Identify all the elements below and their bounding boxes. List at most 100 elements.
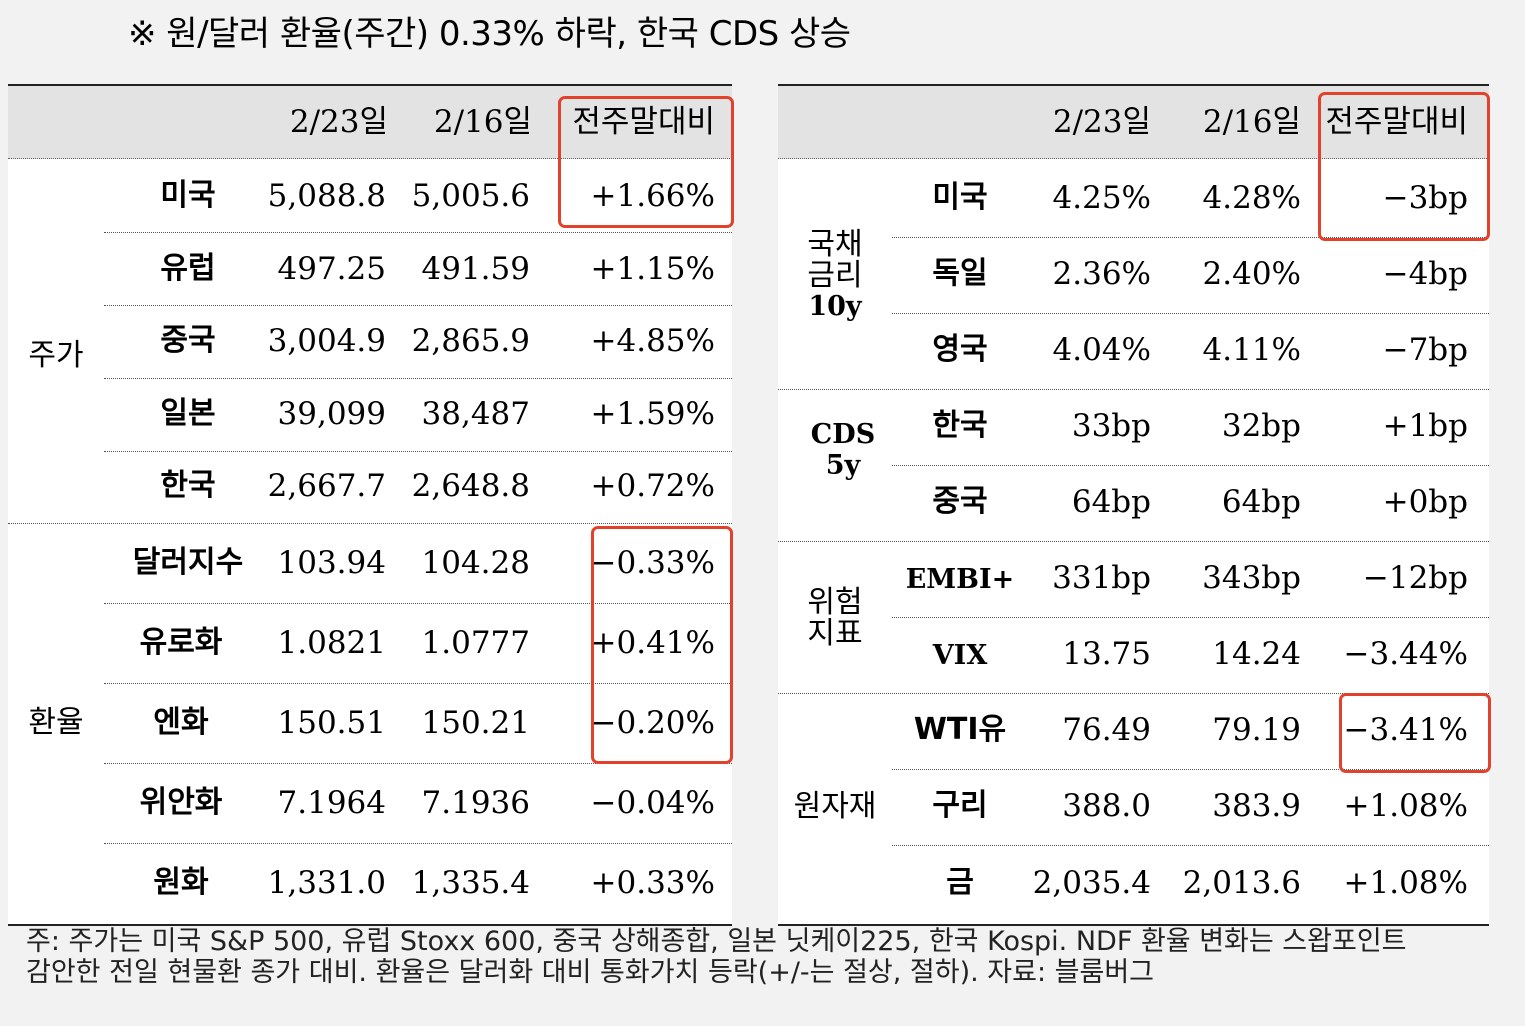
row-change: +1.66% [590, 178, 715, 214]
row-current: 39,099 [277, 396, 386, 432]
row-name: 유로화 [139, 625, 223, 660]
row-previous: 104.28 [421, 545, 530, 581]
header-date-current: 2/23일 [289, 104, 388, 140]
page-title: ※ 원/달러 환율(주간) 0.33% 하락, 한국 CDS 상승 [128, 14, 851, 54]
row-previous: 343bp [1202, 560, 1301, 596]
row-current: 76.49 [1062, 712, 1151, 748]
row-current: 1.0821 [277, 625, 386, 661]
row-change: +1.08% [1343, 865, 1468, 901]
row-name: 엔화 [153, 705, 209, 740]
row-name: 금 [946, 865, 974, 900]
group-label-commodities: 원자재 [793, 789, 877, 824]
row-previous: 79.19 [1212, 712, 1301, 748]
row-current: 331bp [1052, 560, 1151, 596]
row-name: 미국 [932, 180, 988, 215]
row-name: 달러지수 [132, 545, 244, 580]
header-change: 전주말대비 [572, 104, 715, 140]
row-current: 150.51 [277, 705, 386, 741]
row-divider [892, 237, 1489, 238]
group-label-fx: 환율 [28, 705, 84, 740]
group-label-stocks: 주가 [28, 338, 84, 373]
row-previous: 64bp [1221, 484, 1301, 520]
row-name: VIX [932, 640, 988, 671]
row-change: −0.20% [590, 705, 715, 741]
row-change: +0.72% [590, 468, 715, 504]
row-change: +1.15% [590, 251, 715, 287]
row-change: −3.44% [1343, 636, 1468, 672]
row-change: −4bp [1382, 256, 1468, 292]
row-current: 2.36% [1052, 256, 1151, 292]
row-change: −3bp [1382, 180, 1468, 216]
row-current: 4.25% [1052, 180, 1151, 216]
row-previous: 2.40% [1202, 256, 1301, 292]
row-name: 한국 [160, 468, 216, 503]
row-previous: 5,005.6 [411, 178, 530, 214]
row-change: −12bp [1362, 560, 1468, 596]
header-date-previous: 2/16일 [433, 104, 532, 140]
highlight-box [558, 96, 734, 228]
header-change: 전주말대비 [1325, 104, 1468, 140]
row-previous: 38,487 [421, 396, 530, 432]
row-divider [104, 378, 732, 379]
row-previous: 2,648.8 [411, 468, 530, 504]
row-current: 103.94 [277, 545, 386, 581]
row-divider [892, 845, 1489, 846]
row-current: 2,667.7 [267, 468, 386, 504]
row-current: 388.0 [1062, 788, 1151, 824]
row-change: +1.59% [590, 396, 715, 432]
footnote: 주: 주가는 미국 S&P 500, 유럽 Stoxx 600, 중국 상해종합… [26, 926, 1486, 988]
highlight-box [1318, 92, 1490, 241]
right-market-table: 2/23일 2/16일 전주말대비 국채 금리 10y CDS 5y 위험 지표… [778, 84, 1491, 926]
row-name: 위안화 [139, 785, 223, 820]
row-name: EMBI+ [905, 564, 1015, 595]
row-current: 1,331.0 [267, 865, 386, 901]
row-name: 일본 [160, 396, 216, 431]
row-previous: 4.28% [1202, 180, 1301, 216]
row-divider [892, 769, 1489, 770]
row-previous: 2,865.9 [411, 323, 530, 359]
row-change: +0.33% [590, 865, 715, 901]
row-divider [104, 232, 732, 233]
group-divider [778, 389, 1489, 390]
row-current: 7.1964 [277, 785, 386, 821]
row-change: +1.08% [1343, 788, 1468, 824]
row-divider [104, 603, 732, 604]
row-divider [892, 313, 1489, 314]
highlight-box [1339, 693, 1491, 773]
row-name: 미국 [160, 178, 216, 213]
row-previous: 491.59 [421, 251, 530, 287]
row-previous: 7.1936 [421, 785, 530, 821]
group-divider [778, 693, 1489, 694]
row-previous: 32bp [1221, 408, 1301, 444]
row-change: +0.41% [590, 625, 715, 661]
row-previous: 2,013.6 [1182, 865, 1301, 901]
group-label-risk: 위험 지표 [807, 585, 863, 651]
table-header [778, 86, 1489, 159]
row-name: 한국 [932, 408, 988, 443]
row-name: 유럽 [160, 251, 216, 286]
row-change: −0.04% [590, 785, 715, 821]
row-change: +1bp [1382, 408, 1468, 444]
group-divider [8, 523, 732, 524]
row-divider [104, 843, 732, 844]
row-name: WTI유 [913, 712, 1007, 747]
row-current: 4.04% [1052, 332, 1151, 368]
footnote-line: 감안한 전일 현물환 종가 대비. 환율은 달러화 대비 통화가치 등락(+/-… [26, 957, 1155, 988]
row-name: 구리 [932, 788, 988, 823]
row-current: 3,004.9 [267, 323, 386, 359]
row-previous: 383.9 [1212, 788, 1301, 824]
row-previous: 4.11% [1202, 332, 1301, 368]
highlight-box [591, 526, 733, 764]
row-current: 13.75 [1062, 636, 1151, 672]
row-previous: 1.0777 [421, 625, 530, 661]
group-label-bond-yield: 국채 금리 10y [807, 227, 863, 322]
row-previous: 150.21 [421, 705, 530, 741]
group-divider [778, 541, 1489, 542]
row-change: −3.41% [1343, 712, 1468, 748]
footnote-line: 주: 주가는 미국 S&P 500, 유럽 Stoxx 600, 중국 상해종합… [26, 926, 1407, 957]
header-date-current: 2/23일 [1052, 104, 1151, 140]
row-divider [104, 763, 732, 764]
row-current: 64bp [1071, 484, 1151, 520]
row-current: 497.25 [277, 251, 386, 287]
header-date-previous: 2/16일 [1202, 104, 1301, 140]
